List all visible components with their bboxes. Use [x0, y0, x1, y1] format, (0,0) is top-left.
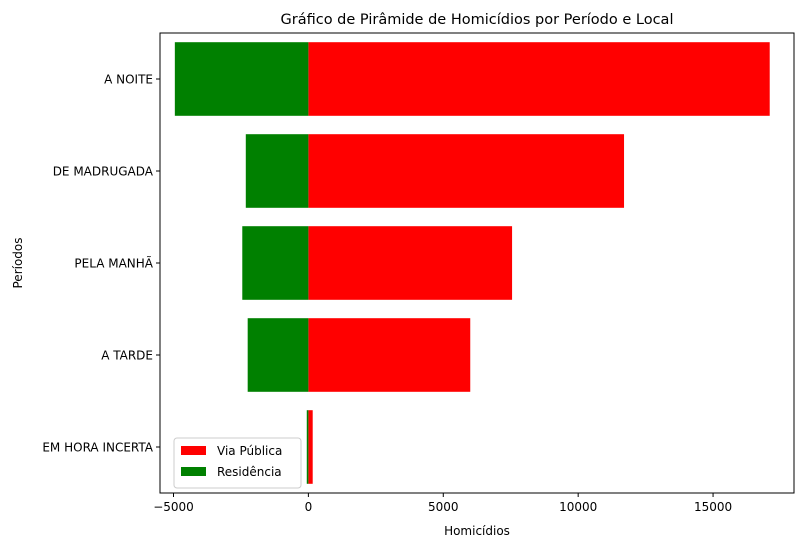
x-tick-label: 10000: [559, 500, 597, 514]
bar-via-publica: [308, 410, 313, 484]
bar-residencia: [306, 410, 309, 484]
bar-residencia: [174, 42, 309, 116]
bar-via-publica: [308, 226, 513, 300]
legend-swatch: [181, 467, 206, 476]
bar-residencia: [247, 318, 309, 392]
y-tick-label: PELA MANHÃ: [74, 256, 153, 271]
y-axis: A NOITE DE MADRUGADA PELA MANHÃ A TARDE EM H…: [42, 73, 160, 455]
x-axis: −5000 0 5000 10000 15000: [153, 493, 732, 514]
y-tick-label: DE MADRUGADA: [53, 165, 154, 179]
y-axis-label: Períodos: [11, 237, 25, 288]
legend-label: Via Pública: [217, 444, 282, 458]
y-tick-label: A TARDE: [101, 349, 153, 363]
chart-title: Gráfico de Pirâmide de Homicídios por Pe…: [281, 12, 674, 28]
bar-via-publica: [308, 42, 770, 116]
y-tick-label: A NOITE: [104, 73, 153, 87]
bar-via-publica: [308, 318, 471, 392]
bars: [174, 42, 770, 484]
x-tick-label: 0: [305, 500, 313, 514]
bar-residencia: [242, 226, 309, 300]
y-tick-label: EM HORA INCERTA: [42, 441, 153, 455]
legend-swatch: [181, 446, 206, 455]
x-tick-label: −5000: [153, 500, 194, 514]
x-axis-label: Homicídios: [444, 524, 510, 538]
legend-label: Residência: [217, 465, 282, 479]
x-tick-label: 5000: [428, 500, 459, 514]
bar-via-publica: [308, 134, 625, 208]
bar-residencia: [245, 134, 309, 208]
x-tick-label: 15000: [694, 500, 732, 514]
legend: Via Pública Residência: [173, 437, 302, 489]
